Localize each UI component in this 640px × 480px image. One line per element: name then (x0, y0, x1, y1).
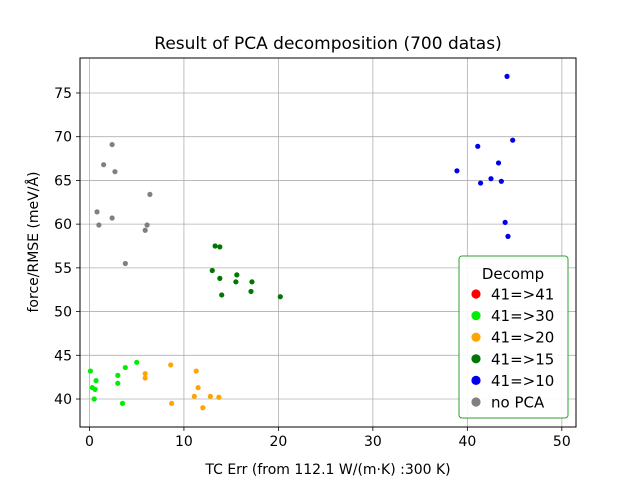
legend-label: 41=>30 (491, 307, 554, 325)
legend-label: 41=>10 (491, 372, 554, 390)
y-tick-label: 60 (54, 217, 72, 233)
data-points (87, 73, 516, 411)
data-point (87, 368, 93, 374)
legend-label: 41=>41 (491, 286, 554, 304)
data-point (217, 244, 223, 250)
data-point (200, 405, 206, 411)
y-tick-label: 50 (54, 305, 72, 321)
data-point (217, 275, 223, 281)
legend-label: no PCA (491, 394, 545, 412)
data-point (147, 191, 153, 198)
data-point (109, 215, 115, 221)
y-tick-label: 65 (54, 173, 72, 189)
plot-frame (79, 57, 577, 428)
y-tick-label: 55 (54, 261, 72, 277)
data-point (109, 141, 115, 148)
data-point (495, 160, 502, 166)
data-point (234, 272, 240, 278)
data-point (488, 176, 494, 182)
data-point (112, 169, 118, 175)
data-point (142, 371, 148, 377)
data-point (96, 222, 102, 228)
legend-title: Decomp (482, 265, 544, 283)
legend: Decomp 41=>41 41=>30 41=>20 41=>15 41=>10 no … (458, 255, 569, 419)
data-point (142, 375, 148, 381)
data-point (207, 393, 213, 399)
data-point (219, 292, 225, 298)
data-point (195, 385, 201, 391)
x-tick-label: 10 (175, 434, 193, 450)
data-point (91, 396, 97, 402)
data-point (209, 267, 215, 274)
x-tick-label: 50 (553, 434, 571, 450)
data-point (169, 400, 175, 406)
data-point (498, 178, 504, 184)
data-point (115, 372, 121, 379)
legend-marker (471, 332, 481, 342)
y-axis-label: force/RMSE (meV/Å) (25, 171, 42, 312)
legend-marker (471, 375, 481, 385)
legend-label: 41=>20 (491, 329, 554, 347)
data-point (249, 279, 255, 285)
data-point (191, 393, 197, 399)
legend-box (458, 255, 569, 419)
data-point (101, 162, 107, 168)
data-point (93, 378, 99, 384)
data-point (122, 260, 128, 267)
data-point (216, 394, 222, 400)
data-point (510, 137, 516, 143)
y-tick-label: 70 (54, 130, 72, 146)
legend-marker (471, 311, 481, 321)
data-point (477, 180, 484, 186)
data-point (134, 359, 140, 365)
data-point (119, 400, 126, 406)
axis-ticks: 0 10 20 30 40 50 40 45 50 55 60 65 70 75 (54, 86, 571, 450)
y-tick-label: 45 (54, 348, 72, 364)
legend-label: 41=>15 (491, 350, 554, 368)
data-point (144, 222, 150, 228)
data-point (248, 288, 254, 295)
legend-marker (471, 289, 481, 299)
grid (80, 58, 576, 427)
data-point (92, 386, 98, 393)
legend-marker (471, 397, 481, 407)
legend-marker (471, 354, 481, 364)
data-point (193, 368, 199, 374)
data-point (233, 279, 239, 285)
data-point (168, 362, 174, 368)
data-point (142, 227, 148, 233)
data-point (122, 364, 128, 371)
data-point (454, 168, 460, 174)
chart-title: Result of PCA decomposition (700 datas) (154, 34, 501, 54)
data-point (504, 73, 510, 79)
x-tick-label: 40 (458, 434, 476, 450)
data-point (212, 243, 218, 249)
data-point (94, 209, 100, 215)
data-point (502, 219, 508, 225)
data-point (475, 143, 481, 149)
x-tick-label: 30 (364, 434, 382, 450)
x-axis-label: TC Err (from 112.1 W/(m·K) :300 K) (204, 462, 450, 478)
legend-items: 41=>41 41=>30 41=>20 41=>15 41=>10 no PCA (471, 286, 554, 412)
y-tick-label: 75 (54, 86, 72, 102)
data-point (277, 294, 283, 300)
data-point (505, 233, 511, 239)
y-tick-label: 40 (54, 392, 72, 408)
x-tick-label: 20 (269, 434, 287, 450)
data-point (115, 380, 121, 386)
x-tick-label: 0 (85, 434, 94, 450)
